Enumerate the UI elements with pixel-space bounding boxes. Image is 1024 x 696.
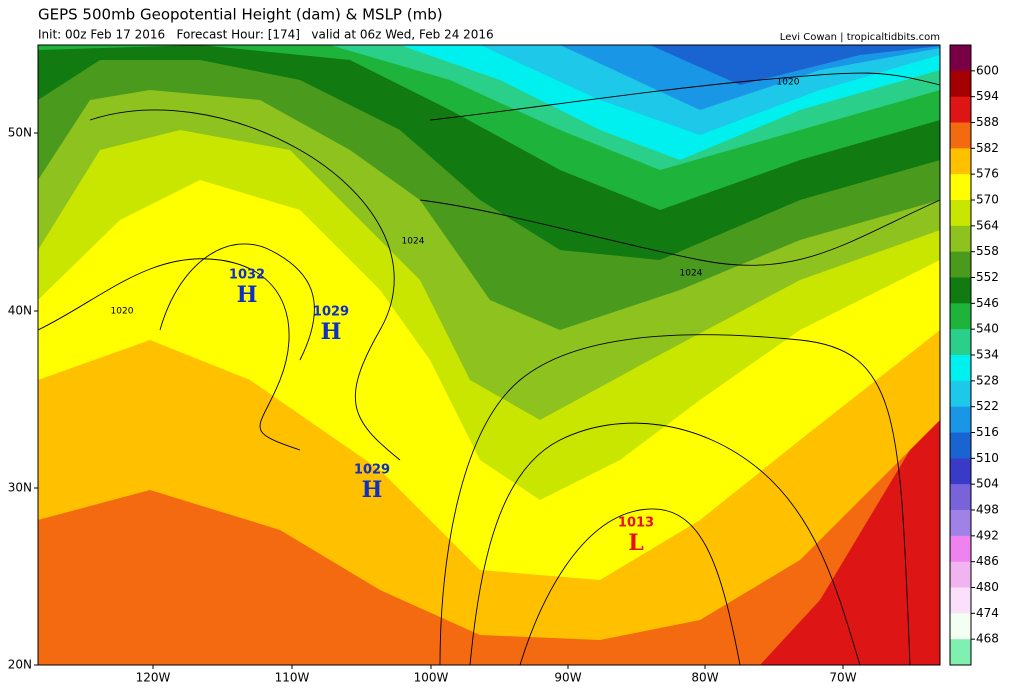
center-value: 1013 xyxy=(618,516,654,531)
colorbar-swatch xyxy=(950,225,971,253)
colorbar-swatch xyxy=(950,639,971,666)
colorbar-swatch xyxy=(950,251,971,278)
credit: Levi Cowan | tropicaltidbits.com xyxy=(780,32,940,43)
isobar-label: 1020 xyxy=(777,78,800,88)
center-symbol: H xyxy=(237,282,258,308)
colorbar-swatch xyxy=(950,277,971,304)
colorbar-label: 504 xyxy=(976,477,999,491)
colorbar-swatch xyxy=(950,510,971,537)
colorbar-swatch xyxy=(950,70,971,98)
colorbar-label: 540 xyxy=(976,322,999,336)
colorbar-label: 576 xyxy=(976,167,999,181)
colorbar-label: 486 xyxy=(976,554,999,568)
lon-label: 90W xyxy=(554,671,581,685)
colorbar-label: 546 xyxy=(976,296,999,310)
height-field xyxy=(38,45,940,665)
isobars xyxy=(37,72,941,666)
lon-label: 80W xyxy=(691,671,718,685)
colorbar-swatch xyxy=(950,432,971,459)
colorbar-swatch xyxy=(950,303,971,330)
colorbar-label: 492 xyxy=(976,528,999,542)
colorbar-label: 588 xyxy=(976,115,999,129)
colorbar-swatch xyxy=(950,406,971,433)
colorbar-label: 474 xyxy=(976,606,999,620)
subtitle: Init: 00z Feb 17 2016 Forecast Hour: [17… xyxy=(38,28,494,42)
colorbar-swatch xyxy=(950,561,971,588)
colorbar-swatch xyxy=(950,96,971,123)
colorbar-swatch xyxy=(950,355,971,382)
lon-label: 100W xyxy=(414,671,449,685)
center-symbol: H xyxy=(362,477,383,503)
map-frame xyxy=(37,44,941,666)
colorbar-swatch xyxy=(950,148,971,175)
title: GEPS 500mb Geopotential Height (dam) & M… xyxy=(38,6,443,24)
colorbar-swatch xyxy=(950,535,971,563)
colorbar-label: 516 xyxy=(976,425,999,439)
band xyxy=(38,45,940,85)
colorbar-swatch xyxy=(950,200,971,227)
colorbar-label: 558 xyxy=(976,244,999,258)
lon-label: 120W xyxy=(136,671,171,685)
lat-label: 40N xyxy=(8,304,32,318)
colorbar-label: 552 xyxy=(976,270,999,284)
colorbar-label: 570 xyxy=(976,193,999,207)
lon-label: 110W xyxy=(275,671,310,685)
colorbar-swatch xyxy=(950,122,971,149)
center-value: 1029 xyxy=(313,305,349,320)
colorbar-label: 600 xyxy=(976,63,999,77)
isobar-label: 1024 xyxy=(402,237,425,247)
colorbar-swatch xyxy=(950,329,971,356)
center-value: 1032 xyxy=(229,268,265,283)
colorbar-label: 522 xyxy=(976,399,999,413)
colorbar-label: 594 xyxy=(976,89,999,103)
colorbar-label: 480 xyxy=(976,580,999,594)
colorbar-label: 498 xyxy=(976,503,999,517)
colorbar-label: 468 xyxy=(976,632,999,646)
colorbar-label: 528 xyxy=(976,373,999,387)
lon-label: 70W xyxy=(829,671,856,685)
lat-label: 50N xyxy=(8,126,32,140)
band xyxy=(760,400,940,665)
colorbar-swatch xyxy=(950,458,971,485)
colorbar-label: 564 xyxy=(976,218,999,232)
lat-label: 20N xyxy=(8,658,32,672)
lat-label: 30N xyxy=(8,481,32,495)
colorbar-swatch xyxy=(950,484,971,511)
center-symbol: H xyxy=(321,319,342,345)
center-value: 1029 xyxy=(354,463,390,478)
isobar-label: 1020 xyxy=(111,307,134,317)
colorbar-swatch xyxy=(950,174,971,201)
colorbar-swatch xyxy=(950,613,971,640)
center-symbol: L xyxy=(628,530,643,556)
colorbar-swatch xyxy=(950,587,971,614)
colorbar-label: 534 xyxy=(976,348,999,362)
colorbar-label: 582 xyxy=(976,141,999,155)
colorbar-label: 510 xyxy=(976,451,999,465)
colorbar-swatch xyxy=(950,380,971,408)
isobar-label: 1024 xyxy=(680,269,703,279)
colorbar-swatch xyxy=(950,45,971,72)
